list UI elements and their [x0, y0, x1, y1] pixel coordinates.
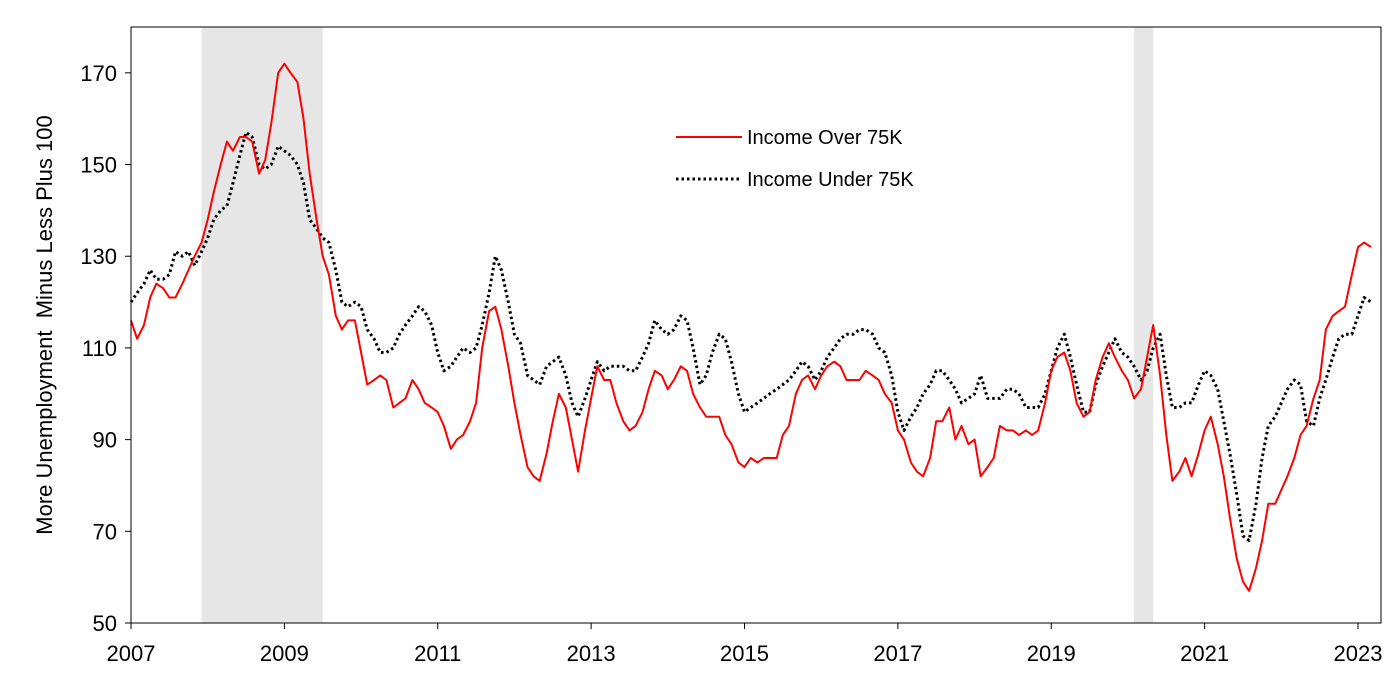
plot-area-frame — [130, 26, 1382, 624]
y-tick-label: 90 — [93, 428, 117, 453]
y-tick-label: 50 — [93, 611, 117, 636]
legend-label-income-under-75k: Income Under 75K — [747, 169, 914, 191]
x-tick-label: 2019 — [1027, 641, 1076, 666]
series-line-income-under-75k — [129, 130, 1372, 542]
axes-layer — [130, 26, 1382, 624]
series-line-income-over-75k — [130, 62, 1372, 592]
y-axis-ticks: 50 70 90 110 130 150 170 — [80, 61, 131, 636]
y-tick-label: 150 — [80, 153, 117, 178]
recession-band-2 — [1134, 27, 1154, 623]
x-tick-label: 2015 — [720, 641, 769, 666]
y-axis-title: More Unemployment Minus Less Plus 100 — [32, 115, 57, 534]
x-tick-label: 2009 — [260, 641, 309, 666]
y-tick-label: 110 — [82, 336, 117, 361]
legend: Income Over 75K Income Under 75K — [676, 127, 914, 191]
recession-shading-layer — [201, 27, 1154, 623]
legend-label-income-over-75k: Income Over 75K — [747, 127, 903, 149]
x-tick-label: 2023 — [1334, 641, 1383, 666]
x-tick-label: 2017 — [873, 641, 922, 666]
x-tick-label: 2021 — [1180, 641, 1229, 666]
recession-band-1 — [201, 27, 323, 623]
y-tick-label: 130 — [80, 244, 117, 269]
x-tick-label: 2011 — [414, 641, 461, 666]
series-layer — [129, 62, 1372, 592]
x-tick-label: 2013 — [567, 641, 616, 666]
x-tick-label: 2007 — [107, 641, 156, 666]
y-tick-label: 170 — [80, 61, 117, 86]
y-tick-label: 70 — [93, 519, 117, 544]
x-axis-ticks: 2007 2009 2011 2013 2015 2017 2019 2021 2023 — [107, 623, 1383, 666]
